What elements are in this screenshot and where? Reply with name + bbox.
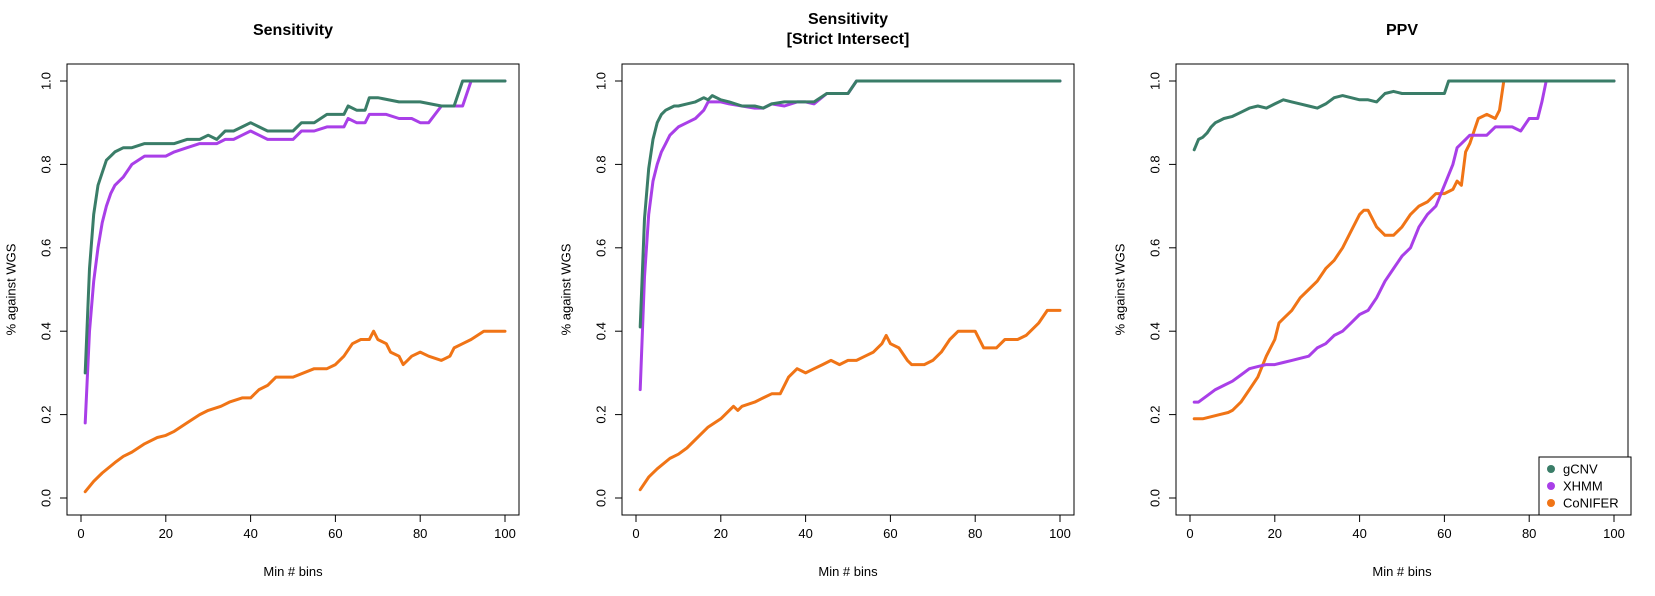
y-tick-label: 0.4	[1147, 322, 1162, 340]
chart-panel-sensitivity-strict: Sensitivity [Strict Intersect] 0 20 40 60 80 10…	[558, 11, 1075, 579]
chart-title: Sensitivity	[253, 22, 333, 39]
chart-title: PPV	[1386, 22, 1418, 39]
y-tick-label: 0.6	[38, 239, 53, 257]
x-tick-label: 20	[1268, 526, 1282, 541]
legend-label-xhmm: XHMM	[1563, 479, 1603, 494]
series-line-gcnv	[83, 79, 507, 375]
x-tick-label: 60	[328, 526, 342, 541]
plot-frame	[66, 63, 520, 516]
y-tick-label: 0.0	[38, 489, 53, 507]
x-tick-label: 80	[1522, 526, 1536, 541]
x-tick-label: 60	[1437, 526, 1451, 541]
x-tick-label: 100	[1603, 526, 1625, 541]
y-tick-label: 0.8	[593, 155, 608, 173]
plot-frame	[621, 63, 1075, 516]
legend-label-gcnv: gCNV	[1563, 462, 1598, 477]
y-tick-label: 0.8	[38, 155, 53, 173]
x-axis-label: Min # bins	[263, 564, 323, 579]
series-line-conifer	[83, 329, 507, 494]
x-tick-label: 20	[714, 526, 728, 541]
y-tick-label: 1.0	[38, 72, 53, 90]
legend-marker-xhmm	[1547, 482, 1555, 490]
series-line-xhmm	[83, 79, 507, 425]
y-tick-label: 0.8	[1147, 155, 1162, 173]
series-line-xhmm	[1192, 79, 1616, 404]
chart-title: Sensitivity [Strict Intersect]	[787, 11, 910, 48]
x-tick-label: 40	[243, 526, 257, 541]
y-tick-label: 1.0	[593, 72, 608, 90]
y-tick-label: 0.0	[1147, 489, 1162, 507]
x-tick-label: 60	[883, 526, 897, 541]
y-axis-label: % against WGS	[558, 243, 573, 335]
legend-marker-conifer	[1547, 499, 1555, 507]
y-axis-label: % against WGS	[1112, 243, 1127, 335]
series-line-xhmm	[638, 79, 1062, 392]
x-tick-label: 20	[159, 526, 173, 541]
plot-frame	[1175, 63, 1629, 516]
x-tick-label: 100	[1049, 526, 1071, 541]
x-tick-label: 40	[1352, 526, 1366, 541]
y-tick-label: 1.0	[1147, 72, 1162, 90]
y-tick-label: 0.4	[38, 322, 53, 340]
legend-label-conifer: CoNIFER	[1563, 496, 1619, 511]
series-line-gcnv	[1192, 79, 1616, 152]
x-axis-label: Min # bins	[818, 564, 878, 579]
chart-panel-ppv: PPV 0 20 40 60 80 100 0.0 0.2 0.4 0.6 0.8 1.0 Min # b…	[1112, 22, 1632, 579]
series-line-conifer	[638, 308, 1062, 492]
x-tick-label: 80	[968, 526, 982, 541]
y-tick-label: 0.2	[38, 406, 53, 424]
x-axis-label: Min # bins	[1372, 564, 1432, 579]
y-tick-label: 0.2	[1147, 406, 1162, 424]
y-tick-label: 0.6	[593, 239, 608, 257]
legend-marker-gcnv	[1547, 465, 1555, 473]
y-tick-label: 0.4	[593, 322, 608, 340]
chart-panel-sensitivity: Sensitivity 0 20 40 60 80 100 0.0 0.2 0.4 0.6 0.8 1.…	[3, 22, 520, 579]
x-tick-label: 0	[1186, 526, 1193, 541]
y-axis-label: % against WGS	[3, 243, 18, 335]
x-tick-label: 40	[798, 526, 812, 541]
y-tick-label: 0.0	[593, 489, 608, 507]
y-tick-label: 0.2	[593, 406, 608, 424]
y-tick-label: 0.6	[1147, 239, 1162, 257]
x-tick-label: 0	[632, 526, 639, 541]
series-line-gcnv	[638, 79, 1062, 329]
x-tick-label: 0	[77, 526, 84, 541]
x-tick-label: 100	[494, 526, 516, 541]
x-tick-label: 80	[413, 526, 427, 541]
